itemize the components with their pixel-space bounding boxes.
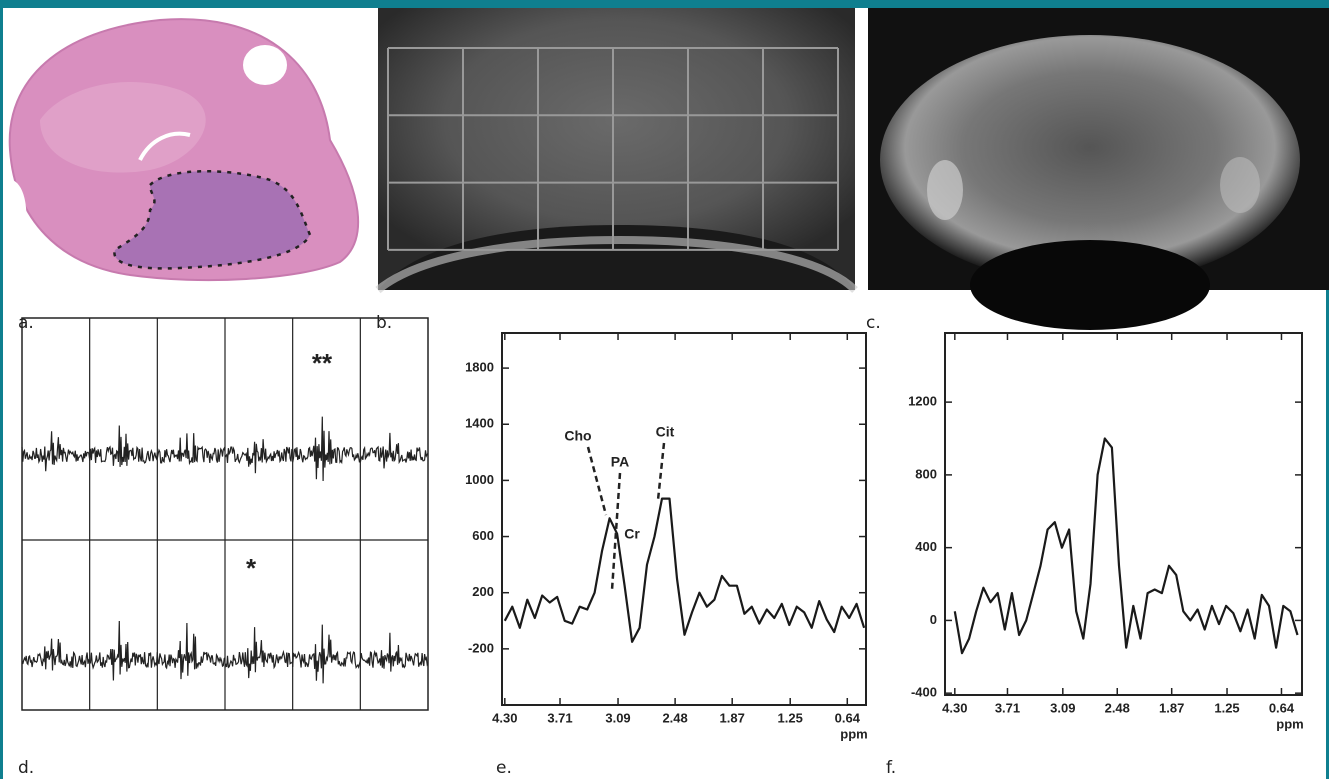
x-tick-label: 4.30 bbox=[492, 710, 517, 725]
peak-label: Cho bbox=[564, 428, 591, 444]
x-tick-label: 4.30 bbox=[942, 700, 967, 715]
y-tick-label: 0 bbox=[930, 612, 937, 627]
spectra-grid bbox=[21, 317, 429, 711]
peak-label: PA bbox=[611, 454, 629, 470]
panel-label: d. bbox=[18, 758, 34, 778]
panel-label: f. bbox=[886, 758, 896, 778]
x-tick-label: 3.71 bbox=[547, 710, 572, 725]
x-axis-label: ppm bbox=[840, 726, 867, 741]
y-tick-label: 200 bbox=[472, 584, 494, 599]
spectrum-trace bbox=[89, 425, 158, 467]
y-tick-label: 1000 bbox=[465, 472, 494, 487]
y-tick-label: -400 bbox=[911, 685, 937, 700]
spectrum-line bbox=[953, 437, 1299, 655]
spectrum-trace bbox=[224, 627, 294, 679]
x-tick-label: 3.09 bbox=[1050, 700, 1075, 715]
y-tick-label: 1800 bbox=[465, 360, 494, 375]
histology-image bbox=[5, 18, 360, 282]
spectrum-trace bbox=[21, 638, 91, 671]
spectrum-trace bbox=[292, 624, 361, 684]
top-bar bbox=[0, 0, 1329, 8]
plot-frame bbox=[501, 332, 867, 706]
mri-dwi-image bbox=[868, 8, 1329, 330]
peak-label: Cr bbox=[624, 526, 640, 542]
y-tick-label: 600 bbox=[472, 528, 494, 543]
plot-frame bbox=[944, 332, 1303, 696]
left-border bbox=[0, 0, 3, 779]
x-tick-label: 3.71 bbox=[995, 700, 1020, 715]
peak-pointer bbox=[586, 446, 608, 516]
x-tick-label: 1.87 bbox=[1159, 700, 1184, 715]
peak-label: Cit bbox=[656, 424, 675, 440]
x-tick-label: 3.09 bbox=[605, 710, 630, 725]
right-border bbox=[1326, 0, 1329, 779]
spectrum-line bbox=[503, 497, 866, 643]
spectrum-trace bbox=[156, 433, 226, 466]
x-tick-label: 1.25 bbox=[778, 710, 803, 725]
panel-label: c. bbox=[866, 313, 881, 333]
y-tick-label: 1200 bbox=[908, 394, 937, 409]
x-tick-label: 0.64 bbox=[835, 710, 861, 725]
x-tick-label: 2.48 bbox=[662, 710, 687, 725]
annotation: ** bbox=[312, 348, 333, 378]
spectrum-trace bbox=[156, 622, 226, 680]
spectrum-trace bbox=[89, 620, 158, 681]
y-tick-label: 800 bbox=[915, 466, 937, 481]
y-tick-label: -200 bbox=[468, 640, 494, 655]
y-tick-label: 1400 bbox=[465, 416, 494, 431]
x-axis-label: ppm bbox=[1276, 716, 1303, 731]
spectrum-trace bbox=[359, 432, 429, 469]
mri-grid-image bbox=[375, 8, 858, 294]
annotation: * bbox=[246, 553, 257, 583]
panel-label: e. bbox=[496, 758, 512, 778]
y-tick-label: 400 bbox=[915, 539, 937, 554]
spectrum-trace bbox=[224, 439, 294, 474]
x-tick-label: 1.87 bbox=[720, 710, 745, 725]
x-tick-label: 0.64 bbox=[1269, 700, 1295, 715]
x-tick-label: 1.25 bbox=[1214, 700, 1239, 715]
x-tick-label: 2.48 bbox=[1105, 700, 1130, 715]
panel-label: a. bbox=[18, 313, 34, 333]
spectrum-trace bbox=[359, 632, 429, 672]
spectrum-trace bbox=[21, 431, 91, 472]
spectrum-trace bbox=[292, 416, 361, 482]
panel-label: b. bbox=[376, 313, 392, 333]
